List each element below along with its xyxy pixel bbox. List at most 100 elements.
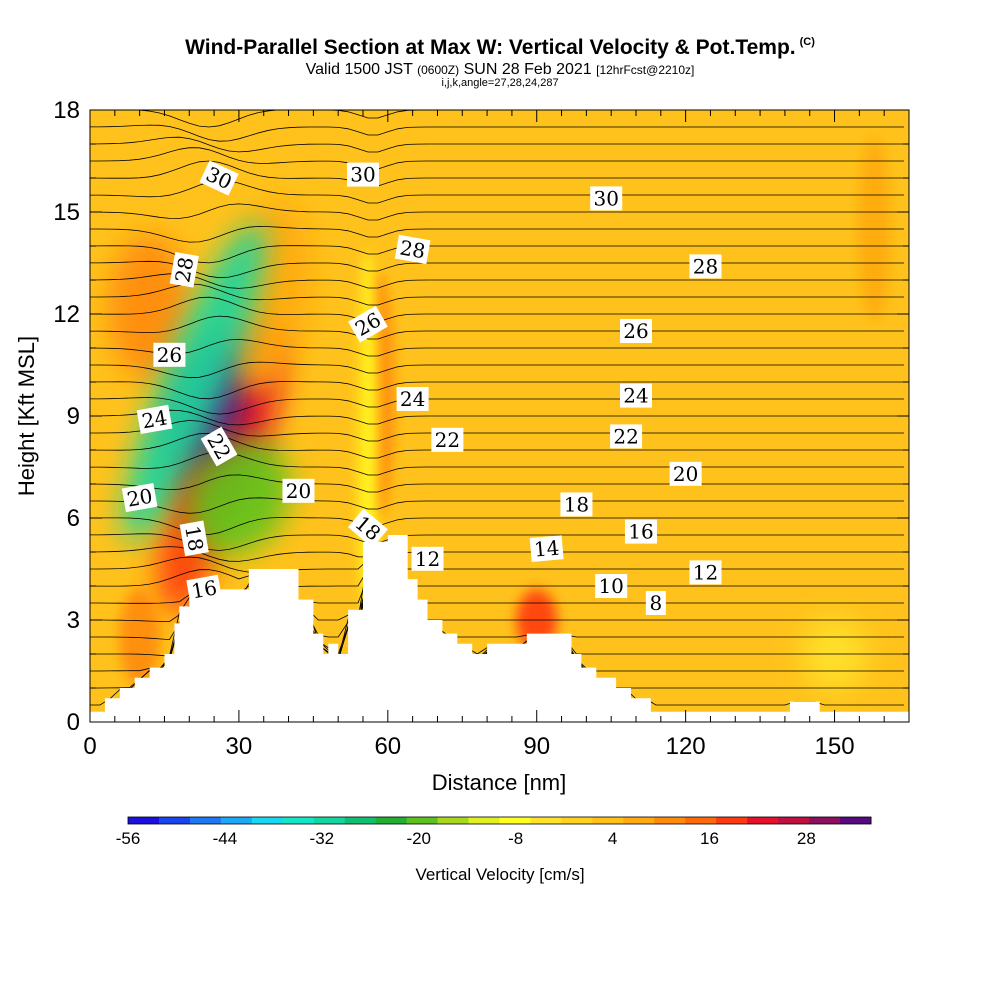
isentrope-line — [90, 361, 904, 379]
colorbar-swatch — [778, 817, 810, 824]
isentrope-label-box — [169, 251, 199, 288]
isentrope-label: 26 — [153, 342, 186, 367]
isentrope-label-text: 30 — [350, 163, 375, 187]
isentrope-label-text: 14 — [533, 536, 560, 562]
x-axis: 0 30 60 90 120 150 — [83, 110, 885, 760]
velocity-cell — [186, 439, 292, 557]
colorbar-swatch — [716, 817, 748, 824]
colorbar-swatch — [220, 817, 253, 824]
isentrope-line — [90, 474, 904, 493]
colorbar-swatch — [344, 817, 377, 824]
isentrope-label-box — [669, 461, 702, 486]
isentrope-label: 28 — [169, 251, 199, 288]
valid-zulu: (0600Z) — [417, 63, 460, 77]
y-tick-label: 12 — [53, 301, 80, 328]
isentrope-line — [90, 338, 904, 357]
isentrope-label: 14 — [529, 535, 564, 562]
isentrope-label: 20 — [121, 483, 158, 513]
y-tick-label: 6 — [67, 505, 80, 532]
isentrope-label-box — [121, 483, 158, 513]
isentrope-label-text: 16 — [628, 520, 653, 544]
isentrope-label-box — [411, 546, 444, 571]
terrain-mask — [90, 535, 909, 722]
x-tick-label: 120 — [666, 733, 706, 760]
colorbar-tick-label: 16 — [700, 829, 719, 848]
isentrope-label-box — [394, 234, 431, 264]
colorbar-swatch — [282, 817, 315, 824]
isentrope-line — [90, 546, 904, 562]
isentrope-label: 28 — [689, 254, 722, 279]
isentrope-line — [90, 409, 904, 426]
isentrope-line — [90, 203, 904, 221]
isentrope-line — [90, 497, 904, 514]
isentrope-label: 22 — [610, 424, 643, 449]
isentrope-label: 24 — [396, 387, 429, 411]
isentrope-label-box — [282, 478, 315, 503]
isentrope-label-box — [560, 492, 593, 517]
isentrope-label-box — [624, 519, 657, 544]
isentrope-label: 18 — [179, 520, 209, 557]
isentrope-line — [90, 136, 904, 153]
isentrope-label: 26 — [620, 319, 652, 343]
isentrope-label-text: 16 — [190, 575, 219, 603]
colorbar-swatch — [654, 817, 686, 824]
colorbar-swatch — [189, 817, 222, 824]
isentrope-line — [90, 160, 904, 187]
isentrope-label-box — [610, 424, 643, 449]
valid-time-line: Valid 1500 JST (0600Z) SUN 28 Feb 2021 [… — [0, 61, 1000, 79]
isentrope-line — [90, 110, 904, 128]
x-tick-label: 90 — [523, 733, 550, 760]
colorbar-swatch — [840, 817, 872, 824]
isentrope-label-box — [347, 162, 379, 187]
isentrope-label-text: 24 — [400, 387, 425, 411]
y-axis-label: Height [Kft MSL] — [14, 336, 39, 496]
isentrope-label-text: 24 — [140, 405, 169, 433]
y-tick-label: 18 — [53, 97, 80, 124]
colorbar-swatch — [128, 817, 160, 824]
isentrope-label: 10 — [595, 574, 628, 598]
colorbar-tick-label: -32 — [310, 829, 335, 848]
colorbar-swatch — [561, 817, 593, 824]
colorbar-tick-label: -44 — [213, 829, 238, 848]
grid-index-line: i,j,k,angle=27,28,24,287 — [441, 77, 559, 89]
valid-date: SUN 28 Feb 2021 — [463, 61, 592, 78]
colorbar-swatch — [158, 817, 191, 824]
forecast-info: [12hrFcst@2210z] — [596, 63, 695, 77]
valid-main: Valid 1500 JST — [305, 61, 413, 78]
isentrope-label: 18 — [560, 492, 593, 517]
isentrope-label-text: 10 — [598, 574, 623, 598]
isentrope-label-text: 12 — [693, 560, 718, 584]
isentrope-label: 24 — [620, 383, 652, 408]
colorbar-frame — [127, 816, 872, 825]
isentrope-label-box — [595, 574, 628, 598]
isentrope-label-box — [645, 591, 666, 615]
y-tick-label: 15 — [53, 199, 80, 226]
isentrope-label-box — [689, 254, 722, 279]
isentrope-label-text: 12 — [415, 547, 440, 571]
isentrope-line — [90, 556, 904, 573]
chart-title: Wind-Parallel Section at Max W: Vertical… — [0, 36, 1000, 60]
colorbar-swatch — [375, 817, 408, 824]
colorbar-tick-label: -20 — [406, 829, 431, 848]
isentrope-label-box — [431, 427, 464, 452]
isentrope-label-text: 20 — [125, 484, 154, 512]
colorbar-swatch — [499, 817, 531, 824]
x-axis-label: Distance [nm] — [432, 770, 567, 795]
isentrope-label-box — [396, 387, 429, 411]
isentrope-label-text: 28 — [398, 235, 427, 263]
colorbar-swatch — [406, 817, 439, 824]
isentrope-line — [90, 147, 904, 170]
isentrope-label-box — [590, 186, 623, 211]
isentrope-label: 24 — [136, 404, 173, 434]
isentrope-line — [90, 296, 904, 323]
isentrope-label-text: 22 — [435, 428, 460, 452]
isentrope-label: 30 — [347, 162, 379, 187]
isentrope-label-text: 28 — [170, 255, 198, 284]
colorbar-swatch — [313, 817, 346, 824]
isentrope-line — [90, 516, 904, 536]
isentrope-label: 20 — [282, 478, 315, 503]
y-tick-label: 3 — [67, 607, 80, 634]
isentrope-label-box — [186, 574, 223, 604]
isentrope-line — [90, 381, 904, 400]
